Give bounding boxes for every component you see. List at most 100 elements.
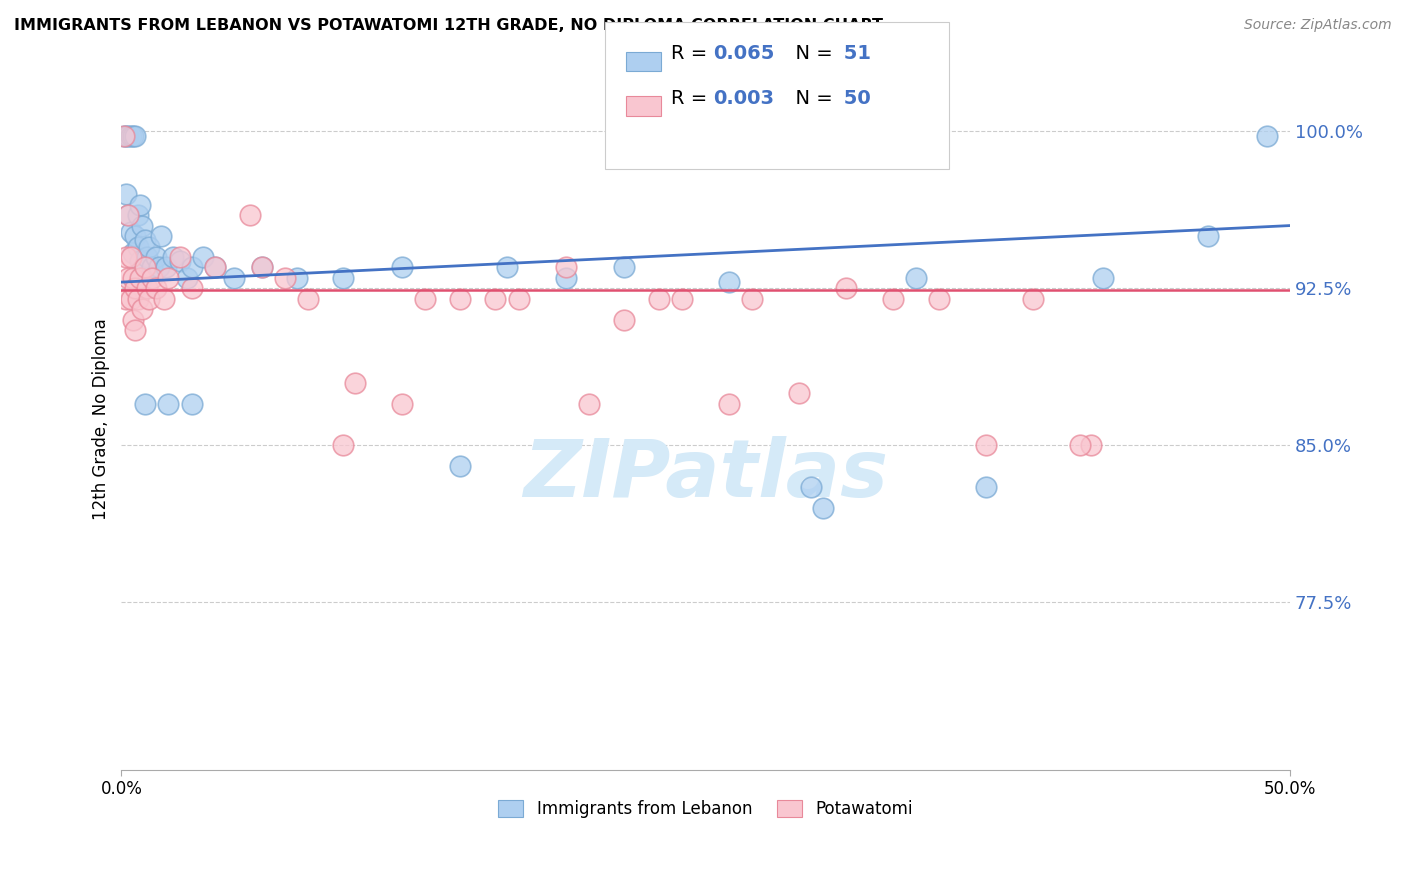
Point bbox=[169, 250, 191, 264]
Point bbox=[124, 128, 146, 143]
Point bbox=[145, 281, 167, 295]
Point bbox=[1197, 229, 1219, 244]
Point bbox=[131, 219, 153, 233]
Point bbox=[117, 208, 139, 222]
Point bbox=[391, 396, 413, 410]
Point bbox=[905, 271, 928, 285]
Point bbox=[648, 292, 671, 306]
Point bbox=[193, 250, 215, 264]
Point bbox=[120, 250, 142, 264]
Text: ZIPatlas: ZIPatlas bbox=[523, 436, 889, 515]
Point bbox=[554, 271, 576, 285]
Text: R =: R = bbox=[671, 88, 713, 108]
Point bbox=[882, 292, 904, 306]
Point bbox=[180, 260, 202, 275]
Point bbox=[835, 281, 858, 295]
Point bbox=[169, 254, 191, 268]
Point bbox=[718, 275, 741, 289]
Point bbox=[222, 271, 245, 285]
Point bbox=[274, 271, 297, 285]
Y-axis label: 12th Grade, No Diploma: 12th Grade, No Diploma bbox=[93, 318, 110, 520]
Point bbox=[718, 396, 741, 410]
Text: N =: N = bbox=[783, 88, 839, 108]
Point bbox=[344, 376, 367, 390]
Point bbox=[332, 271, 354, 285]
Point bbox=[250, 260, 273, 275]
Point bbox=[974, 480, 997, 494]
Point bbox=[124, 281, 146, 295]
Text: 50: 50 bbox=[837, 88, 870, 108]
Point bbox=[120, 128, 142, 143]
Point bbox=[613, 260, 636, 275]
Point bbox=[134, 233, 156, 247]
Point bbox=[508, 292, 530, 306]
Point bbox=[122, 271, 145, 285]
Point bbox=[134, 396, 156, 410]
Point bbox=[162, 250, 184, 264]
Point bbox=[145, 250, 167, 264]
Point bbox=[1080, 438, 1102, 452]
Point bbox=[124, 229, 146, 244]
Point bbox=[285, 271, 308, 285]
Point bbox=[129, 271, 152, 285]
Point bbox=[129, 197, 152, 211]
Text: N =: N = bbox=[783, 44, 839, 63]
Point bbox=[120, 292, 142, 306]
Point bbox=[120, 225, 142, 239]
Point bbox=[157, 396, 180, 410]
Point bbox=[204, 260, 226, 275]
Point bbox=[115, 128, 138, 143]
Point bbox=[391, 260, 413, 275]
Point bbox=[787, 386, 810, 401]
Point bbox=[129, 254, 152, 268]
Point bbox=[155, 260, 177, 275]
Text: 0.003: 0.003 bbox=[713, 88, 773, 108]
Point bbox=[928, 292, 950, 306]
Point bbox=[115, 292, 138, 306]
Point bbox=[141, 271, 163, 285]
Point bbox=[449, 292, 471, 306]
Point bbox=[115, 187, 138, 202]
Point bbox=[112, 128, 135, 143]
Point bbox=[138, 292, 160, 306]
Point bbox=[578, 396, 600, 410]
Point bbox=[122, 245, 145, 260]
Text: 51: 51 bbox=[837, 44, 870, 63]
Point bbox=[127, 239, 149, 253]
Point bbox=[239, 208, 262, 222]
Point bbox=[671, 292, 693, 306]
Point bbox=[148, 260, 170, 275]
Point bbox=[449, 459, 471, 474]
Point bbox=[112, 128, 135, 143]
Point bbox=[613, 313, 636, 327]
Point bbox=[122, 313, 145, 327]
Point bbox=[136, 281, 159, 295]
Point bbox=[554, 260, 576, 275]
Point bbox=[496, 260, 519, 275]
Point bbox=[117, 128, 139, 143]
Point bbox=[1256, 128, 1278, 143]
Point bbox=[117, 271, 139, 285]
Point bbox=[117, 208, 139, 222]
Point bbox=[134, 260, 156, 275]
Text: Source: ZipAtlas.com: Source: ZipAtlas.com bbox=[1244, 18, 1392, 32]
Point bbox=[741, 292, 763, 306]
Point bbox=[180, 281, 202, 295]
Point bbox=[136, 250, 159, 264]
Text: IMMIGRANTS FROM LEBANON VS POTAWATOMI 12TH GRADE, NO DIPLOMA CORRELATION CHART: IMMIGRANTS FROM LEBANON VS POTAWATOMI 12… bbox=[14, 18, 883, 33]
Point bbox=[131, 302, 153, 317]
Point bbox=[974, 438, 997, 452]
Point bbox=[1092, 271, 1115, 285]
Point bbox=[124, 323, 146, 337]
Point bbox=[1069, 438, 1091, 452]
Text: 0.065: 0.065 bbox=[713, 44, 775, 63]
Point bbox=[127, 292, 149, 306]
Text: R =: R = bbox=[671, 44, 713, 63]
Point bbox=[176, 271, 198, 285]
Point bbox=[152, 292, 174, 306]
Point bbox=[141, 260, 163, 275]
Point bbox=[204, 260, 226, 275]
Point bbox=[157, 271, 180, 285]
Point bbox=[297, 292, 319, 306]
Point bbox=[138, 239, 160, 253]
